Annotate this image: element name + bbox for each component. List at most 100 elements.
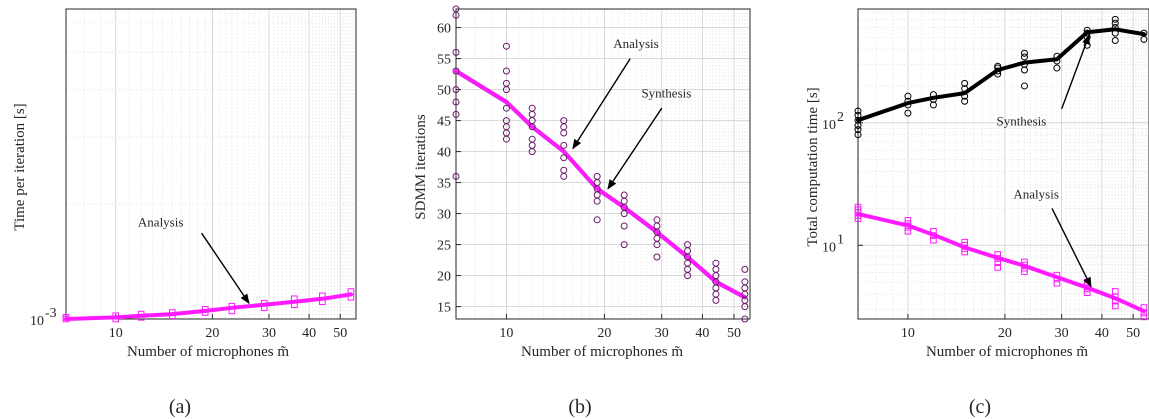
panel-c-point-1 [904, 224, 912, 231]
panel-c-annotation-arrow [1051, 208, 1092, 288]
panel-c-point-1 [930, 232, 937, 239]
panel-b-annotation-arrow [572, 58, 631, 150]
panel-c-axes-box [857, 8, 1149, 320]
panel-b-point-0 [560, 154, 568, 162]
panel-b-point-0 [452, 172, 460, 180]
panel-c-x-tick-label: 30 [1055, 326, 1069, 341]
panel-c-grid [857, 9, 1149, 319]
panel-b-x-tick-label: 30 [655, 326, 669, 341]
panel-c-point-0 [904, 101, 912, 109]
panel-c-point-0 [994, 67, 1002, 75]
panel-a-x-tick-label: 30 [262, 326, 276, 341]
panel-b-x-tick-label: 50 [727, 326, 741, 341]
panel-b-caption: (b) [568, 396, 591, 418]
panel-c-point-0 [854, 116, 862, 124]
panel-b-point-0 [502, 104, 510, 112]
panel-c-y-tick-label: 10 [822, 240, 836, 255]
panel-b-point-0 [560, 141, 568, 149]
panel-b-series-line-1 [454, 69, 747, 300]
panel-b-point-0 [452, 48, 460, 56]
panel-b-y-tick-label: 55 [437, 53, 451, 68]
panel-c-point-0 [1111, 24, 1119, 32]
panel-b-point-0 [502, 67, 510, 75]
panel-c-point-1 [1053, 271, 1061, 279]
panel-c-point-1 [1111, 297, 1119, 305]
panel-b-annotation-arrow [607, 107, 663, 190]
panel-c-point-1 [1111, 302, 1119, 310]
panel-c-point-1 [904, 228, 912, 235]
panel-b-point-0 [620, 210, 628, 218]
panel-a-xlabel: Number of microphones m̃ [127, 344, 289, 360]
panel-c-point-0 [1053, 52, 1061, 60]
panel-c-point-0 [854, 122, 862, 130]
panel-c-point-1 [904, 220, 912, 228]
panel-a-x-tick-label: 40 [302, 326, 316, 341]
panel-c-point-1 [994, 264, 1002, 271]
panel-c-point-1 [1111, 288, 1119, 295]
panel-c-point-0 [1111, 19, 1119, 27]
panel-b-point-0 [560, 129, 568, 137]
panel-b-annotation-label: Analysis [613, 36, 659, 51]
panel-b-point-0 [684, 272, 692, 280]
panel-c-series-line-0 [856, 27, 1146, 123]
panel-b-point-0 [741, 315, 749, 323]
panel-b-y-tick-label: 30 [437, 208, 451, 223]
panel-c-point-1 [854, 203, 862, 211]
panel-a-point-1 [112, 312, 120, 320]
panel-a-series-line-1 [64, 292, 353, 321]
panel-a-point-1 [260, 299, 268, 307]
panel-c-point-0 [1140, 29, 1148, 37]
panel-a-point-1 [168, 309, 176, 316]
panel-c-point-0 [1111, 37, 1119, 45]
panel-a-y-tick-label: 10 [30, 314, 44, 329]
panel-b-point-0 [560, 172, 568, 180]
panel-a-point-1 [319, 292, 326, 300]
panel-c-point-0 [854, 107, 862, 115]
panel-c-point-1 [961, 238, 968, 246]
panel-b-point-0 [528, 123, 536, 131]
panel-c-point-0 [1020, 49, 1028, 57]
panel-c-point-0 [929, 91, 937, 99]
panel-c-point-0 [1020, 53, 1028, 61]
panel-b-x-tick-label: 10 [499, 326, 513, 341]
panel-b-point-0 [452, 11, 460, 19]
panel-c-xlabel: Number of microphones m̃ [926, 344, 1088, 360]
panel-c-point-0 [929, 96, 937, 104]
panel-b-point-0 [502, 42, 510, 50]
panel-c-point-0 [929, 101, 937, 109]
panel-c-point-0 [961, 79, 969, 87]
panel-b-point-0 [741, 265, 749, 273]
panel-b-y-tick-label: 20 [437, 270, 451, 285]
panel-a: (a) Number of microphones m̃ Time per it… [12, 8, 357, 418]
panel-a-plot-area [66, 9, 356, 319]
panel-c-point-1 [1140, 304, 1148, 311]
panel-b-point-0 [593, 197, 601, 205]
panel-c-annotation-label: Synthesis [996, 114, 1046, 129]
panel-a-point-1 [291, 295, 298, 303]
panel-b-point-0 [620, 241, 628, 249]
panel-c-ylabel: Total computation time [s] [805, 87, 821, 246]
panel-c-point-0 [1020, 60, 1028, 68]
panel-b-y-tick-label: 50 [437, 84, 451, 99]
panel-c-point-0 [904, 109, 912, 117]
panel-a-ylabel: Time per iteration [s] [12, 103, 28, 230]
panel-c-point-1 [994, 251, 1002, 258]
panel-c-x-tick-label: 50 [1126, 326, 1140, 341]
panel-b-x-tick-label: 40 [695, 326, 709, 341]
panel-b-y-tick-label: 45 [437, 115, 451, 130]
panel-a-x-tick-label: 50 [333, 326, 347, 341]
panel-a-point-1 [201, 306, 209, 313]
panel-c-point-1 [1053, 275, 1061, 283]
panel-c-point-0 [854, 131, 862, 139]
panel-a-point-1 [228, 307, 236, 315]
panel-c-x-tick-label: 20 [998, 326, 1012, 341]
panel-c-caption: (c) [969, 396, 991, 418]
panel-b-xlabel: Number of microphones m̃ [521, 344, 683, 360]
panel-c-point-1 [1021, 258, 1028, 266]
panel-b-y-tick-label: 35 [437, 177, 451, 192]
panel-c-point-1 [961, 248, 968, 256]
panel-c-point-0 [1053, 57, 1061, 65]
panel-c-series-line-1 [856, 212, 1146, 314]
panel-b-y-tick-label: 60 [437, 22, 451, 37]
